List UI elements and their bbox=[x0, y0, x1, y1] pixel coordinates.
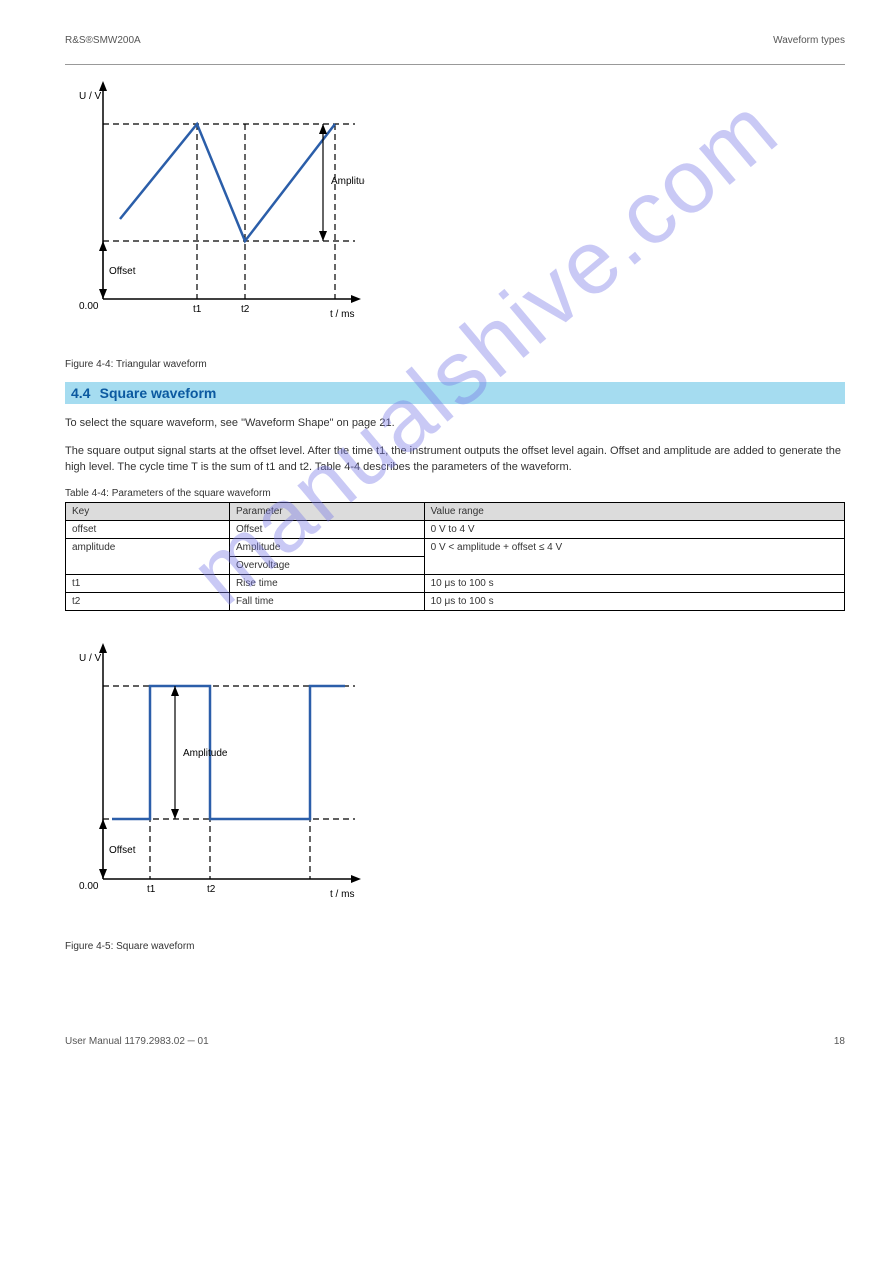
chart2-amplitude-label: Amplitude bbox=[183, 748, 228, 759]
table-row: offset Offset 0 V to 4 V bbox=[66, 520, 845, 538]
table-header-range: Value range bbox=[424, 502, 844, 520]
figure-4-4-caption: Figure 4-4: Triangular waveform bbox=[65, 359, 845, 370]
chart1-offset-label: Offset bbox=[109, 266, 136, 277]
square-waveform-table: Key Parameter Value range offset Offset … bbox=[65, 502, 845, 611]
table-header-parameter: Parameter bbox=[229, 502, 424, 520]
chart1-t2: t2 bbox=[241, 304, 250, 315]
chart2-origin: 0.00 bbox=[79, 881, 99, 892]
table-row: t1 Rise time 10 μs to 100 s bbox=[66, 574, 845, 592]
paragraph-1: To select the square waveform, see "Wave… bbox=[65, 416, 845, 432]
chart2-t1: t1 bbox=[147, 884, 156, 895]
page-container: R&S®SMW200A Waveform types bbox=[0, 0, 893, 1082]
chart1-svg: U / V t / ms Offset Amplitude t1 t2 0.00 bbox=[65, 69, 365, 329]
chart1-amplitude-label: Amplitude bbox=[331, 176, 365, 187]
section-heading-bar: 4.4 Square waveform bbox=[65, 382, 845, 404]
chart1-xlabel: t / ms bbox=[330, 309, 354, 320]
table-header-key: Key bbox=[66, 502, 230, 520]
paragraph-2: The square output signal starts at the o… bbox=[65, 444, 845, 476]
footer-right: 18 bbox=[834, 1036, 845, 1047]
section-title: Square waveform bbox=[100, 385, 217, 401]
header-row: R&S®SMW200A Waveform types bbox=[65, 35, 845, 46]
table-cell: Fall time bbox=[229, 592, 424, 610]
table-cell: Rise time bbox=[229, 574, 424, 592]
table-cell: Amplitude bbox=[229, 538, 424, 556]
header-left: R&S®SMW200A bbox=[65, 35, 141, 46]
table-cell: amplitude bbox=[66, 538, 230, 574]
table-cell: t1 bbox=[66, 574, 230, 592]
table-cell: t2 bbox=[66, 592, 230, 610]
header-right: Waveform types bbox=[773, 35, 845, 46]
table-4-4-caption: Table 4-4: Parameters of the square wave… bbox=[65, 488, 845, 499]
figure-4-5-caption: Figure 4-5: Square waveform bbox=[65, 941, 845, 952]
header-rule bbox=[65, 64, 845, 65]
footer-left: User Manual 1179.2983.02 ─ 01 bbox=[65, 1036, 209, 1047]
triangular-waveform-chart: U / V t / ms Offset Amplitude t1 t2 0.00 bbox=[65, 69, 845, 349]
chart1-origin: 0.00 bbox=[79, 301, 99, 312]
chart2-svg: U / V t / ms Offset Amplitude t1 t2 0.00 bbox=[65, 631, 365, 911]
table-cell: 0 V to 4 V bbox=[424, 520, 844, 538]
table-cell: Overvoltage bbox=[229, 556, 424, 574]
table-row: amplitude Amplitude 0 V < amplitude + of… bbox=[66, 538, 845, 556]
table-cell: offset bbox=[66, 520, 230, 538]
chart2-t2: t2 bbox=[207, 884, 216, 895]
table-cell: 10 μs to 100 s bbox=[424, 592, 844, 610]
section-number: 4.4 bbox=[71, 385, 90, 401]
table-cell: 0 V < amplitude + offset ≤ 4 V bbox=[424, 538, 844, 574]
table-cell: Offset bbox=[229, 520, 424, 538]
table-row: t2 Fall time 10 μs to 100 s bbox=[66, 592, 845, 610]
chart1-t1: t1 bbox=[193, 304, 202, 315]
chart1-ylabel: U / V bbox=[79, 91, 102, 102]
chart2-ylabel: U / V bbox=[79, 653, 102, 664]
table-cell: 10 μs to 100 s bbox=[424, 574, 844, 592]
chart2-offset-label: Offset bbox=[109, 845, 136, 856]
square-waveform-chart: U / V t / ms Offset Amplitude t1 t2 0.00 bbox=[65, 631, 845, 931]
chart2-xlabel: t / ms bbox=[330, 889, 354, 900]
footer-row: User Manual 1179.2983.02 ─ 01 18 bbox=[65, 1032, 845, 1047]
